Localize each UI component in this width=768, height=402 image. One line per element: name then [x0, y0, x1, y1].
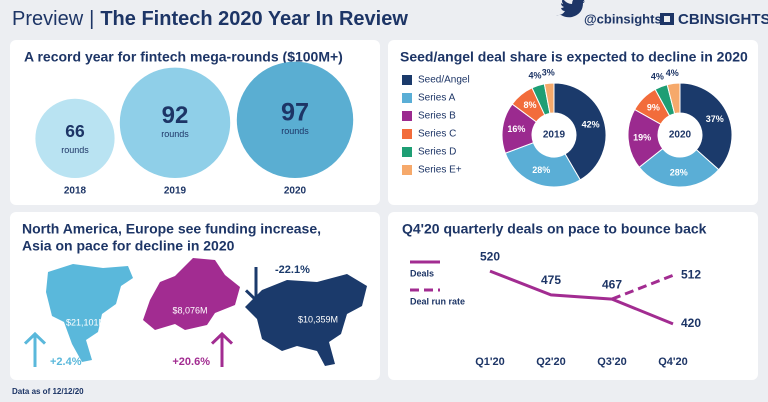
category-label: 2018: [64, 186, 87, 197]
category-label: 2019: [164, 186, 187, 197]
section: Preview: [12, 8, 84, 30]
bubble: [236, 61, 354, 178]
chart-title: A record year for fintech mega-rounds ($…: [24, 49, 343, 65]
x-tick-label: Q1'20: [475, 356, 505, 368]
data-label: 420: [681, 316, 701, 330]
change-arrow: [244, 267, 268, 303]
value-label: $8,076M: [172, 305, 207, 315]
legend-label: Series B: [418, 111, 456, 122]
bubble-value: 92: [162, 102, 189, 129]
slice-label: 9%: [647, 102, 660, 112]
twitter-icon: [556, 0, 585, 18]
data-label: 520: [480, 249, 500, 263]
bubble: [119, 67, 231, 178]
chart-title: Seed/angel deal share is expected to dec…: [400, 49, 748, 65]
donut-slice: [679, 82, 733, 171]
slice-label: 4%: [666, 68, 679, 78]
legend-label: Series E+: [418, 165, 462, 176]
bubble-unit: rounds: [61, 145, 89, 155]
legend-label: Deal run rate: [410, 296, 465, 306]
change-label: -22.1%: [275, 264, 310, 276]
slice-label: 3%: [542, 68, 555, 78]
slice-label: 8%: [523, 100, 536, 110]
slice-label: 4%: [529, 70, 542, 80]
change-arrow: [210, 331, 234, 367]
slice-label: 37%: [706, 114, 724, 124]
bubble-unit: rounds: [161, 129, 189, 139]
donut-center-label: 2019: [543, 130, 566, 141]
brand-icon-inner: [664, 16, 670, 22]
footnote: Data as of 12/12/20: [12, 387, 84, 396]
region-shape: [46, 264, 133, 362]
twitter-handle[interactable]: @cbinsights: [584, 11, 662, 26]
separator: |: [89, 8, 94, 30]
legend-swatch: [402, 93, 412, 103]
change-label: +2.4%: [50, 356, 82, 368]
bubble-value: 66: [65, 121, 85, 141]
slice-label: 16%: [507, 124, 525, 134]
donut-slice: [638, 147, 720, 188]
bubble-value: 97: [281, 98, 309, 126]
page-title: Preview | The Fintech 2020 Year In Review: [12, 8, 408, 30]
donut-slice: [666, 82, 681, 115]
legend-swatch: [402, 129, 412, 139]
series-line: [611, 273, 674, 301]
chart-title: Asia on pace for decline in 2020: [22, 238, 235, 254]
slice-label: 19%: [633, 132, 651, 142]
legend-swatch: [402, 75, 412, 85]
legend-swatch: [402, 165, 412, 175]
change-arrow: [23, 331, 47, 367]
bubble: [35, 98, 115, 178]
category-label: 2020: [284, 186, 307, 197]
donut-slice: [504, 142, 581, 188]
x-tick-label: Q4'20: [658, 356, 688, 368]
value-label: $21,101M: [66, 317, 106, 327]
brand: CBINSIGHTS: [678, 11, 768, 28]
slice-label: 4%: [651, 72, 664, 82]
data-label: 475: [541, 273, 561, 287]
series-line: [489, 269, 674, 326]
legend-label: Seed/Angel: [418, 75, 470, 86]
data-label: 467: [602, 277, 622, 291]
x-tick-label: Q3'20: [597, 356, 627, 368]
legend-label: Series C: [418, 129, 456, 140]
legend-label: Series D: [418, 147, 456, 158]
donut-slice: [543, 82, 555, 114]
data-label: 512: [681, 268, 701, 282]
region-shape: [245, 274, 367, 366]
title: The Fintech 2020 Year In Review: [100, 8, 408, 30]
donut-center-label: 2020: [669, 130, 692, 141]
legend-label: Deals: [410, 268, 434, 278]
chart-title: Q4'20 quarterly deals on pace to bounce …: [402, 221, 707, 237]
legend-swatch: [402, 111, 412, 121]
slice-label: 28%: [670, 167, 688, 177]
slice-label: 42%: [582, 119, 600, 129]
map-shapes: [46, 258, 367, 366]
region-shape: [143, 258, 240, 330]
slice-label: 28%: [532, 165, 550, 175]
legend-swatch: [402, 147, 412, 157]
change-label: +20.6%: [172, 356, 210, 368]
chart-title: North America, Europe see funding increa…: [22, 221, 321, 237]
bubble-unit: rounds: [281, 126, 309, 136]
x-tick-label: Q2'20: [536, 356, 566, 368]
value-label: $10,359M: [298, 314, 338, 324]
legend-label: Series A: [418, 93, 456, 104]
donut-slice: [553, 82, 607, 181]
